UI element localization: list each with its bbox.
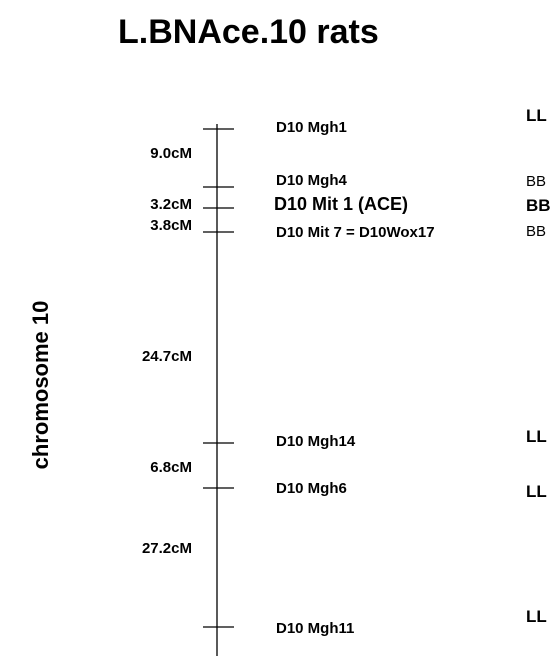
marker-label: D10 Mgh6 [276, 480, 347, 497]
marker-labels: D10 Mgh1 D10 Mgh4 D10 Mit 1 (ACE) D10 Mi… [274, 119, 435, 637]
marker-label: D10 Mit 7 = D10Wox17 [276, 224, 435, 241]
genotype-labels: LL BB BB BB LL LL LL [526, 106, 551, 626]
genotype-label: BB [526, 173, 546, 190]
genotype-label-ace: BB [526, 196, 551, 215]
interval-labels: 9.0cM 3.2cM 3.8cM 24.7cM 6.8cM 27.2cM [142, 145, 192, 557]
interval-label: 24.7cM [142, 348, 192, 365]
genotype-label: LL [526, 607, 547, 626]
interval-label: 3.2cM [150, 196, 192, 213]
map-title: L.BNAce.10 rats [118, 13, 379, 51]
marker-label: D10 Mgh4 [276, 172, 348, 189]
genotype-label: BB [526, 223, 546, 240]
genotype-label: LL [526, 427, 547, 446]
marker-label: D10 Mgh14 [276, 433, 356, 450]
interval-label: 6.8cM [150, 459, 192, 476]
interval-label: 27.2cM [142, 540, 192, 557]
chromosome-axis-label: chromosome 10 [28, 301, 53, 470]
genotype-label: LL [526, 106, 547, 125]
marker-label: D10 Mgh1 [276, 119, 347, 136]
marker-label: D10 Mgh11 [276, 620, 354, 637]
interval-label: 3.8cM [150, 217, 192, 234]
interval-label: 9.0cM [150, 145, 192, 162]
marker-label-ace: D10 Mit 1 (ACE) [274, 194, 408, 214]
genotype-label: LL [526, 482, 547, 501]
marker-ticks [203, 128, 234, 628]
